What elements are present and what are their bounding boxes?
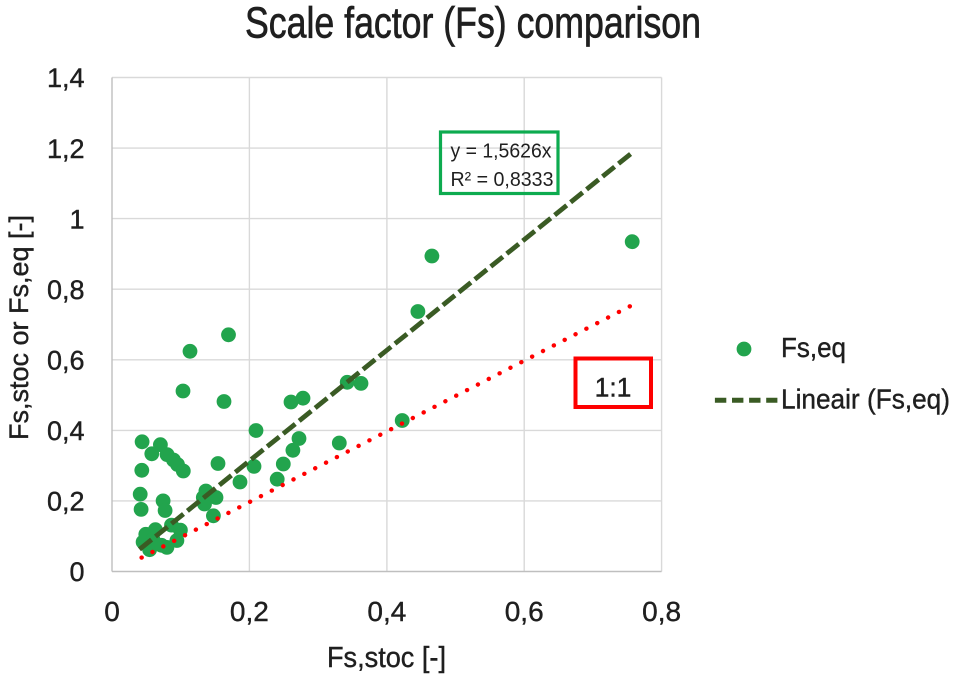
svg-text:1:1: 1:1 (595, 373, 632, 403)
svg-text:0,4: 0,4 (367, 596, 406, 627)
svg-text:y = 1,5626x: y = 1,5626x (451, 139, 553, 162)
svg-text:1,4: 1,4 (47, 63, 85, 93)
svg-text:1,2: 1,2 (47, 134, 85, 164)
svg-text:Fs,eq: Fs,eq (781, 332, 846, 363)
svg-text:0,6: 0,6 (505, 596, 544, 627)
svg-text:Lineair (Fs,eq): Lineair (Fs,eq) (781, 384, 950, 415)
svg-text:0,6: 0,6 (47, 346, 85, 376)
svg-text:0,2: 0,2 (47, 487, 85, 517)
svg-text:0: 0 (104, 596, 120, 627)
svg-text:0,8: 0,8 (47, 275, 85, 305)
svg-text:Fs,stoc [-]: Fs,stoc [-] (327, 642, 446, 674)
svg-text:0,8: 0,8 (642, 596, 681, 627)
svg-text:R² = 0,8333: R² = 0,8333 (451, 168, 554, 191)
svg-text:Scale factor (Fs) comparison: Scale factor (Fs) comparison (245, 0, 701, 48)
svg-text:0,2: 0,2 (230, 596, 269, 627)
svg-text:0: 0 (69, 557, 84, 587)
svg-text:Fs,stoc or Fs,eq [-]: Fs,stoc or Fs,eq [-] (4, 215, 34, 440)
svg-text:0,4: 0,4 (47, 416, 85, 446)
svg-text:1: 1 (69, 204, 84, 234)
